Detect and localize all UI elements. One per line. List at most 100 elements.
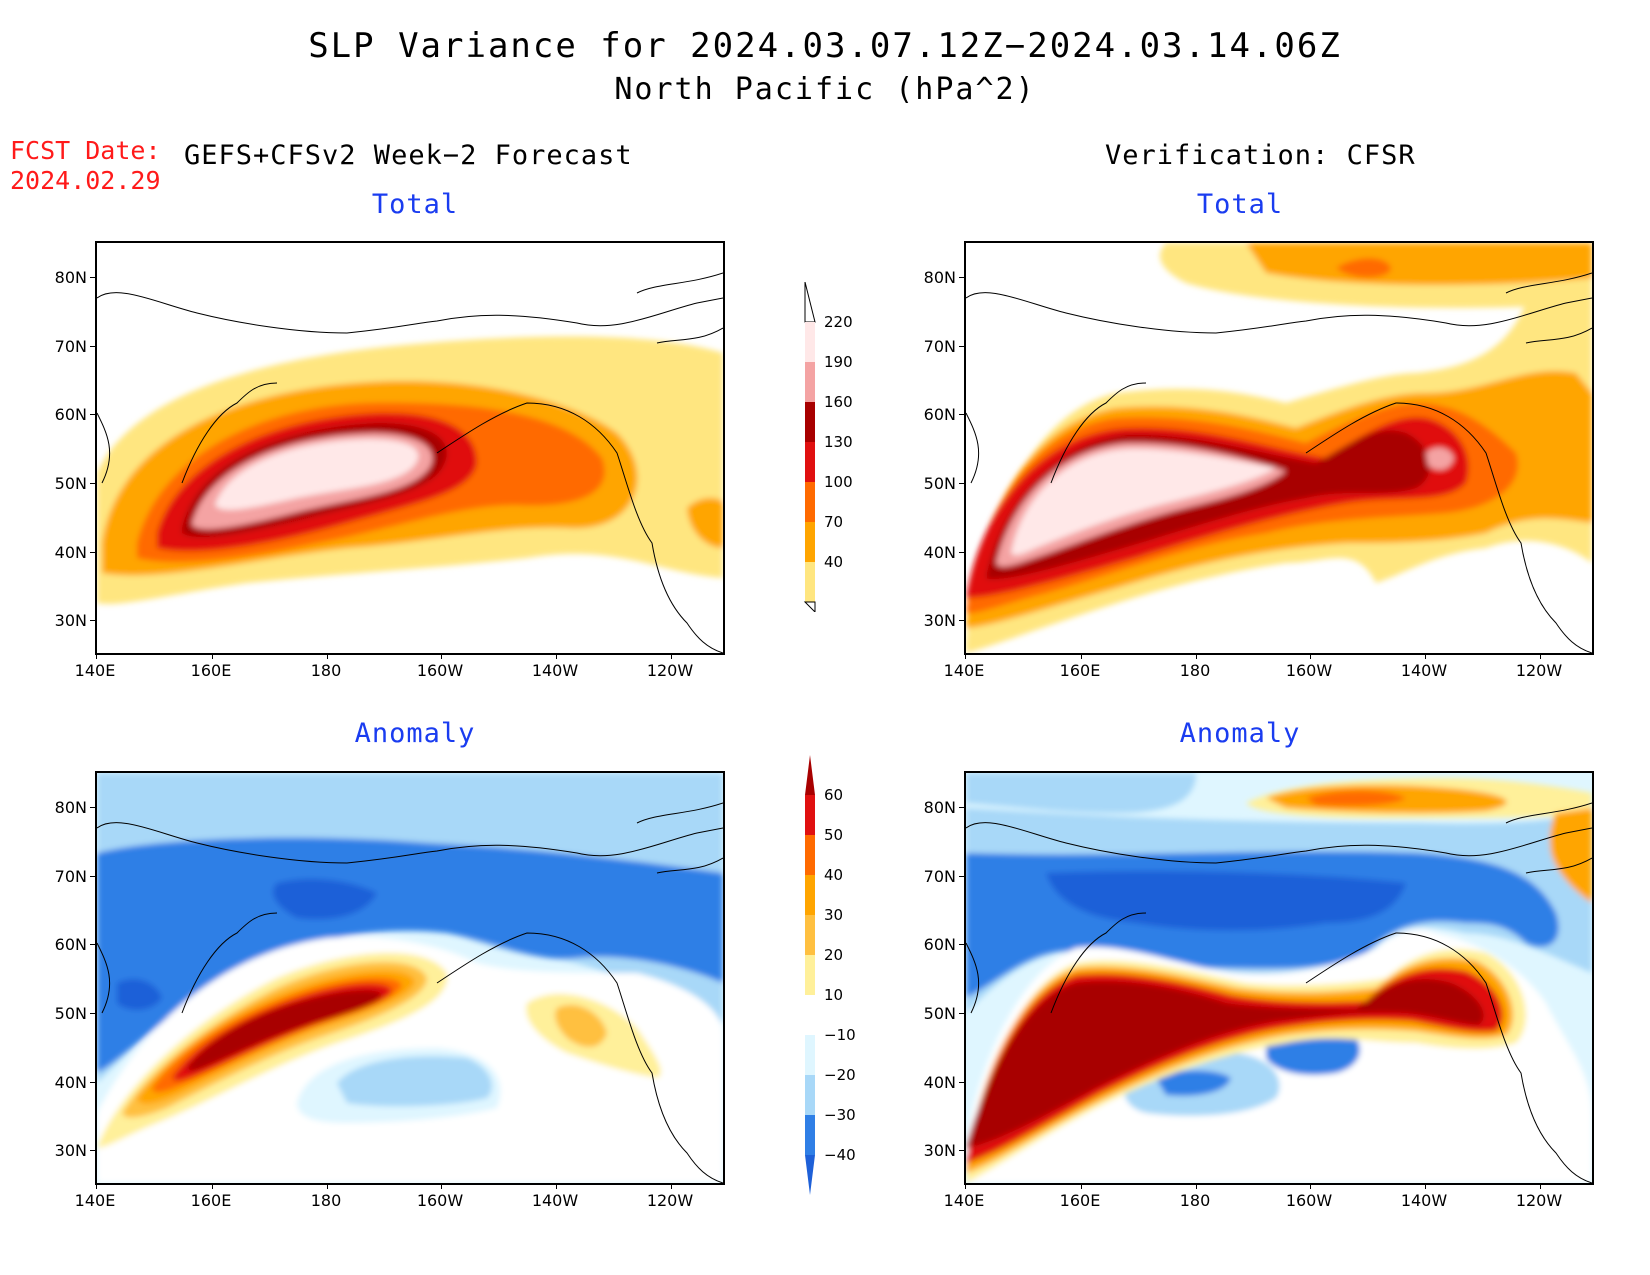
lat-tick <box>90 277 95 278</box>
lat-label-fcst-anomaly: 80N <box>54 798 87 817</box>
colorbar-anomaly-level: 60 <box>824 786 844 804</box>
lon-tick <box>1081 1184 1082 1189</box>
colorbar-total-level: 100 <box>824 473 853 491</box>
lon-tick <box>1425 654 1426 659</box>
lat-tick <box>959 277 964 278</box>
colorbar-total-level: 130 <box>824 433 853 451</box>
lon-tick <box>327 1184 328 1189</box>
lon-label-ver-anomaly: 180 <box>1179 1191 1211 1210</box>
lon-label-ver-total: 160W <box>1285 661 1333 680</box>
fill-pos-east-top <box>1549 808 1592 903</box>
fill-neg20 <box>966 773 1196 813</box>
forecast-column-heading: GEFS+CFSv2 Week−2 Forecast <box>184 140 633 171</box>
lat-label-fcst-total: 80N <box>54 268 87 287</box>
fill-neg-south3 <box>1156 1070 1231 1096</box>
colorbar-total-strip <box>803 282 816 612</box>
fill-220 <box>1011 448 1276 556</box>
lon-tick <box>1081 654 1082 659</box>
lat-label-fcst-anomaly: 40N <box>54 1073 87 1092</box>
panel-title-ver-total: Total <box>1196 189 1284 220</box>
lon-tick <box>1196 1184 1197 1189</box>
lat-tick <box>959 414 964 415</box>
lon-tick <box>1540 1184 1541 1189</box>
lon-tick <box>1310 1184 1311 1189</box>
lat-tick <box>959 1082 964 1083</box>
lon-tick <box>1425 1184 1426 1189</box>
lat-label-fcst-anomaly: 70N <box>54 867 87 886</box>
lat-label-ver-total: 60N <box>923 405 956 424</box>
colorbar-total-level: 70 <box>824 513 844 531</box>
colorbar-anomaly-level: 10 <box>824 986 844 1004</box>
main-title: SLP Variance for 2024.03.07.12Z−2024.03.… <box>308 26 1342 66</box>
lat-label-fcst-anomaly: 60N <box>54 935 87 954</box>
map-verification-anomaly <box>964 771 1594 1185</box>
lat-tick <box>90 620 95 621</box>
coastlines <box>966 272 1592 653</box>
fill-neg20-south <box>337 1056 492 1107</box>
panel-title-fcst-anomaly: Anomaly <box>354 718 476 749</box>
lat-label-fcst-anomaly: 50N <box>54 1004 87 1023</box>
lon-label-fcst-total: 140E <box>74 661 116 680</box>
lon-label-ver-anomaly: 140W <box>1400 1191 1448 1210</box>
lat-tick <box>959 807 964 808</box>
lat-tick <box>90 552 95 553</box>
lat-label-fcst-total: 40N <box>54 543 87 562</box>
lat-tick <box>959 346 964 347</box>
lat-label-ver-total: 40N <box>923 543 956 562</box>
lat-tick <box>959 944 964 945</box>
coastlines <box>97 272 723 653</box>
lon-tick <box>96 654 97 659</box>
fill-100-east <box>687 498 723 548</box>
lon-tick <box>556 1184 557 1189</box>
verification-column-heading: Verification: CFSR <box>1105 140 1416 171</box>
lon-label-ver-total: 180 <box>1179 661 1211 680</box>
colorbar-total-level: 40 <box>824 553 844 571</box>
fill-70-north <box>1246 243 1592 285</box>
lon-tick <box>671 654 672 659</box>
lon-label-fcst-anomaly: 120W <box>646 1191 694 1210</box>
colorbar-anomaly-level: 50 <box>824 826 844 844</box>
lat-tick <box>90 483 95 484</box>
lon-label-ver-total: 160E <box>1059 661 1101 680</box>
lon-label-fcst-anomaly: 160W <box>416 1191 464 1210</box>
lat-label-fcst-total: 30N <box>54 611 87 630</box>
fill-pos-north3 <box>1306 790 1406 807</box>
lat-tick <box>90 807 95 808</box>
lon-label-fcst-total: 140W <box>531 661 579 680</box>
colorbar-anomaly: 60 50 40 30 20 10 −10 −20 −30 −40 <box>800 755 880 1195</box>
colorbar-total: 220 190 160 130 100 70 40 <box>800 282 880 612</box>
lat-label-fcst-total: 50N <box>54 474 87 493</box>
lat-tick <box>959 483 964 484</box>
colorbar-anomaly-level: −10 <box>824 1026 856 1044</box>
lon-label-ver-total: 140W <box>1400 661 1448 680</box>
lon-tick <box>441 654 442 659</box>
lon-tick <box>671 1184 672 1189</box>
colorbar-anomaly-level: 40 <box>824 866 844 884</box>
lon-tick <box>1540 654 1541 659</box>
lat-tick <box>90 1082 95 1083</box>
fill-20-east <box>555 1004 607 1048</box>
lon-tick <box>965 654 966 659</box>
fill-neg40 <box>1046 871 1406 931</box>
fcst-date-value: 2024.02.29 <box>10 166 161 195</box>
colorbar-anomaly-strip <box>805 755 815 1195</box>
panel-title-fcst-total: Total <box>371 189 459 220</box>
fcst-date-label: FCST Date: <box>10 136 161 165</box>
lat-label-ver-total: 50N <box>923 474 956 493</box>
lon-label-fcst-total: 160E <box>190 661 232 680</box>
lon-tick <box>965 1184 966 1189</box>
map-forecast-anomaly <box>95 771 725 1185</box>
lon-label-fcst-total: 120W <box>646 661 694 680</box>
lat-label-ver-anomaly: 70N <box>923 867 956 886</box>
lon-tick <box>556 654 557 659</box>
fill-neg40b <box>117 978 162 1010</box>
lon-tick <box>212 654 213 659</box>
colorbar-anomaly-level: −30 <box>824 1106 856 1124</box>
lat-label-ver-total: 80N <box>923 268 956 287</box>
lat-label-fcst-total: 60N <box>54 405 87 424</box>
fill-neg30 <box>97 837 723 1073</box>
lon-tick <box>96 1184 97 1189</box>
lat-label-ver-anomaly: 50N <box>923 1004 956 1023</box>
panel-title-ver-anomaly: Anomaly <box>1179 718 1301 749</box>
lon-label-ver-total: 120W <box>1515 661 1563 680</box>
